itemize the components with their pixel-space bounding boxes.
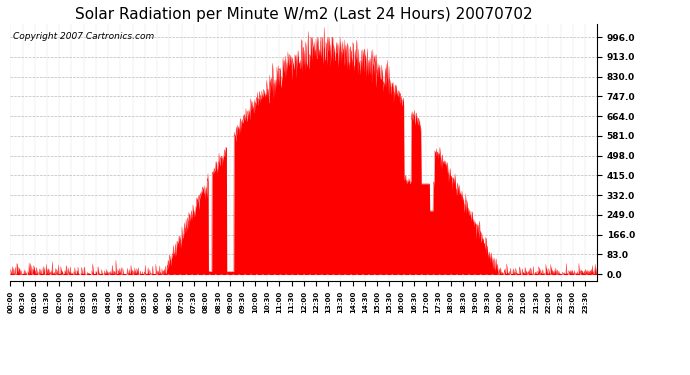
Title: Solar Radiation per Minute W/m2 (Last 24 Hours) 20070702: Solar Radiation per Minute W/m2 (Last 24… — [75, 7, 533, 22]
Text: Copyright 2007 Cartronics.com: Copyright 2007 Cartronics.com — [13, 32, 155, 41]
